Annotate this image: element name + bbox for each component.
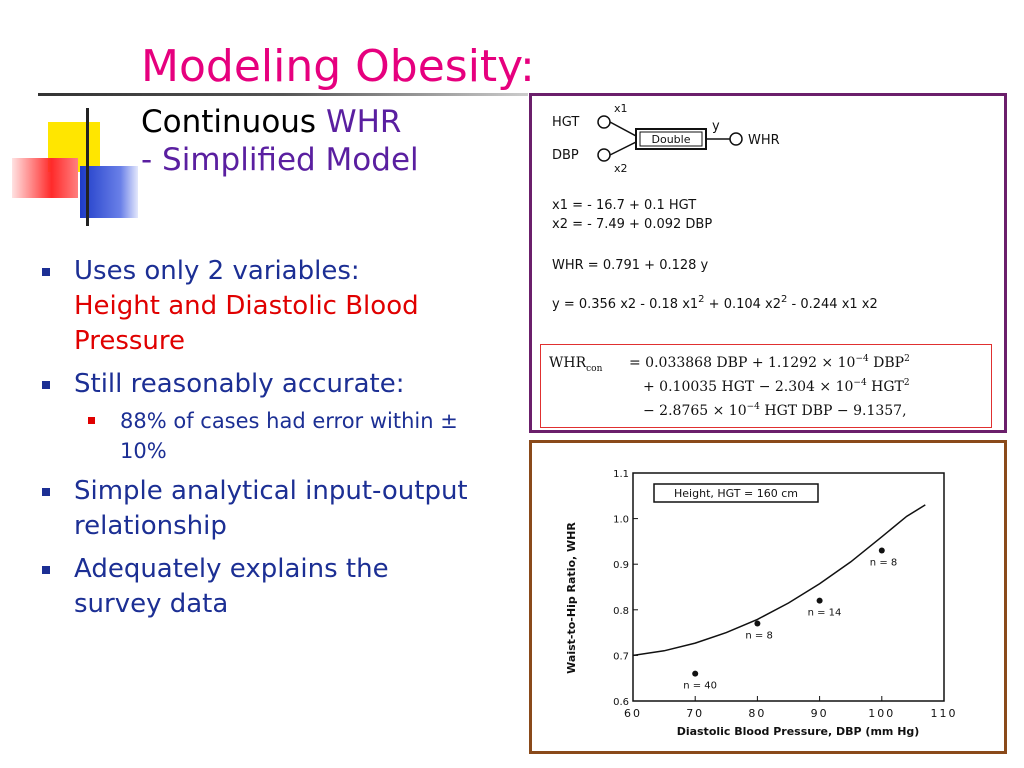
decorative-logo (10, 108, 140, 228)
whr-node (729, 132, 743, 146)
x2-label: x2 (614, 162, 628, 175)
dbp-node (597, 148, 611, 162)
whr-con-line3-tail: HGT DBP − 9.1357, (760, 403, 907, 419)
y-tick-label: 1.1 (613, 469, 629, 480)
x-tick-label: 90 (811, 707, 829, 720)
chart-figure: 60 70 80 90 100 110 0.6 0.7 0.8 0.9 1.0 1.1 n = 40 n … (529, 440, 1007, 754)
edge-dbp (609, 141, 637, 156)
whr-con-line3-exp: −4 (747, 402, 761, 412)
bullet-highlight: Height and Diastolic Blood Pressure (74, 291, 419, 356)
data-point-label: n = 40 (683, 681, 717, 692)
subtitle-continuous: Continuous (141, 104, 326, 140)
whr-con-line2-exp: −4 (853, 378, 867, 388)
whr-con-line2-text: + 0.10035 HGT − 2.304 × 10 (643, 379, 853, 395)
x-tick-label: 70 (686, 707, 704, 720)
edge-hgt (609, 121, 637, 137)
bullet-list: Uses only 2 variables: Height and Diasto… (36, 254, 476, 630)
chart-x-axis-label: Diastolic Blood Pressure, DBP (mm Hg) (677, 725, 920, 738)
eq-x2: x2 = - 7.49 + 0.092 DBP (552, 217, 712, 232)
x-tick-label: 110 (931, 707, 958, 720)
whr-con-line2: + 0.10035 HGT − 2.304 × 10−4 HGT2 (643, 378, 910, 395)
y-tick-label: 0.7 (613, 651, 629, 662)
whr-con-line2-sq: 2 (904, 378, 910, 388)
eq-y-part1: y = 0.356 x2 - 0.18 x1 (552, 297, 698, 312)
chart-plot-frame (632, 472, 945, 702)
dbp-input-label: DBP (552, 148, 579, 163)
y-tick-label: 0.9 (613, 560, 629, 571)
bullet-item: Uses only 2 variables: Height and Diasto… (36, 254, 476, 359)
page-title: Modeling Obesity: (141, 41, 535, 92)
title-underline (38, 93, 528, 96)
double-block-inner (639, 131, 703, 147)
eq-x1: x1 = - 16.7 + 0.1 HGT (552, 198, 696, 213)
x-tick-label: 100 (868, 707, 895, 720)
page-subtitle: Continuous WHR - Simplified Model (141, 103, 419, 179)
y-tick-label: 1.0 (613, 515, 629, 526)
bullet-text: Still reasonably accurate: (74, 369, 405, 399)
bullet-text: Uses only 2 variables: (74, 256, 360, 286)
whr-con-line1-sq: 2 (904, 354, 910, 364)
whr-con-line3-text: − 2.8765 × 10 (643, 403, 747, 419)
whr-con-line1-text: = 0.033868 DBP + 1.1292 × 10 (629, 355, 855, 371)
whr-con-line2-tail: HGT (867, 379, 905, 395)
chart-legend-box (653, 483, 819, 503)
chart-legend-text: Height, HGT = 160 cm (674, 487, 798, 500)
bullet-text: Adequately explains the survey data (74, 554, 389, 619)
red-square (12, 158, 78, 198)
whr-output-label: WHR (748, 133, 780, 148)
eq-y-part3: - 0.244 x1 x2 (787, 297, 877, 312)
data-point-label: n = 8 (870, 558, 897, 569)
eq-y-sup2: 2 (781, 294, 787, 305)
x1-label: x1 (614, 102, 628, 115)
y-tick-label: 0.6 (613, 697, 629, 708)
vertical-rule (86, 108, 89, 226)
data-point-label: n = 14 (808, 608, 842, 619)
whr-con-equation-box: WHRcon = 0.033868 DBP + 1.1292 × 10−4 DB… (540, 344, 992, 428)
survey-data-point (878, 547, 885, 554)
survey-data-point (692, 670, 699, 677)
sub-bullet-text: 88% of cases had error within ± 10% (120, 409, 458, 463)
whr-con-equation: WHRcon = 0.033868 DBP + 1.1292 × 10−4 DB… (549, 354, 910, 419)
survey-data-point (816, 597, 823, 604)
hgt-input-label: HGT (552, 115, 579, 130)
y-tick-label: 0.8 (613, 606, 629, 617)
eq-y: y = 0.356 x2 - 0.18 x12 + 0.104 x22 - 0.… (552, 294, 878, 312)
eq-whr: WHR = 0.791 + 0.128 y (552, 258, 709, 273)
hgt-node (597, 115, 611, 129)
survey-data-point (754, 620, 761, 627)
bullet-item: Still reasonably accurate: (36, 367, 476, 402)
x-tick-label: 60 (624, 707, 642, 720)
subtitle-whr: WHR (325, 104, 402, 140)
whr-model-curve (632, 504, 926, 657)
bullet-item: Adequately explains the survey data (36, 552, 476, 622)
sub-bullet-item: 88% of cases had error within ± 10% (36, 406, 476, 466)
data-point-label: n = 8 (745, 630, 772, 641)
bullet-text: Simple analytical input-output relations… (74, 476, 468, 541)
model-figure: HGT x1 DBP x2 Double y WHR x1 = - 16.7 +… (529, 93, 1007, 433)
bullet-item: Simple analytical input-output relations… (36, 474, 476, 544)
whr-con-lhs: WHRcon (549, 355, 603, 374)
y-label: y (712, 119, 720, 134)
whr-con-line1-tail: DBP (869, 355, 904, 371)
whr-con-lhs-text: WHR (549, 355, 587, 371)
blue-square (80, 166, 138, 218)
whr-con-line1: = 0.033868 DBP + 1.1292 × 10−4 DBP2 (629, 354, 910, 371)
x-tick-label: 80 (748, 707, 766, 720)
model-diagram: HGT x1 DBP x2 Double y WHR x1 = - 16.7 +… (552, 102, 878, 312)
subtitle-simplified: - Simplified Model (141, 142, 419, 178)
chart-y-axis-label: Waist-to-Hip Ratio, WHR (565, 522, 578, 674)
eq-y-sup1: 2 (698, 294, 704, 305)
whr-con-line3: − 2.8765 × 10−4 HGT DBP − 9.1357, (643, 402, 907, 419)
whr-con-line1-exp: −4 (855, 354, 869, 364)
whr-chart: 60 70 80 90 100 110 0.6 0.7 0.8 0.9 1.0 1.1 n = 40 n … (565, 469, 958, 738)
whr-con-lhs-sub: con (586, 364, 602, 374)
eq-y-part2: + 0.104 x2 (705, 297, 781, 312)
double-block-label: Double (652, 133, 691, 146)
